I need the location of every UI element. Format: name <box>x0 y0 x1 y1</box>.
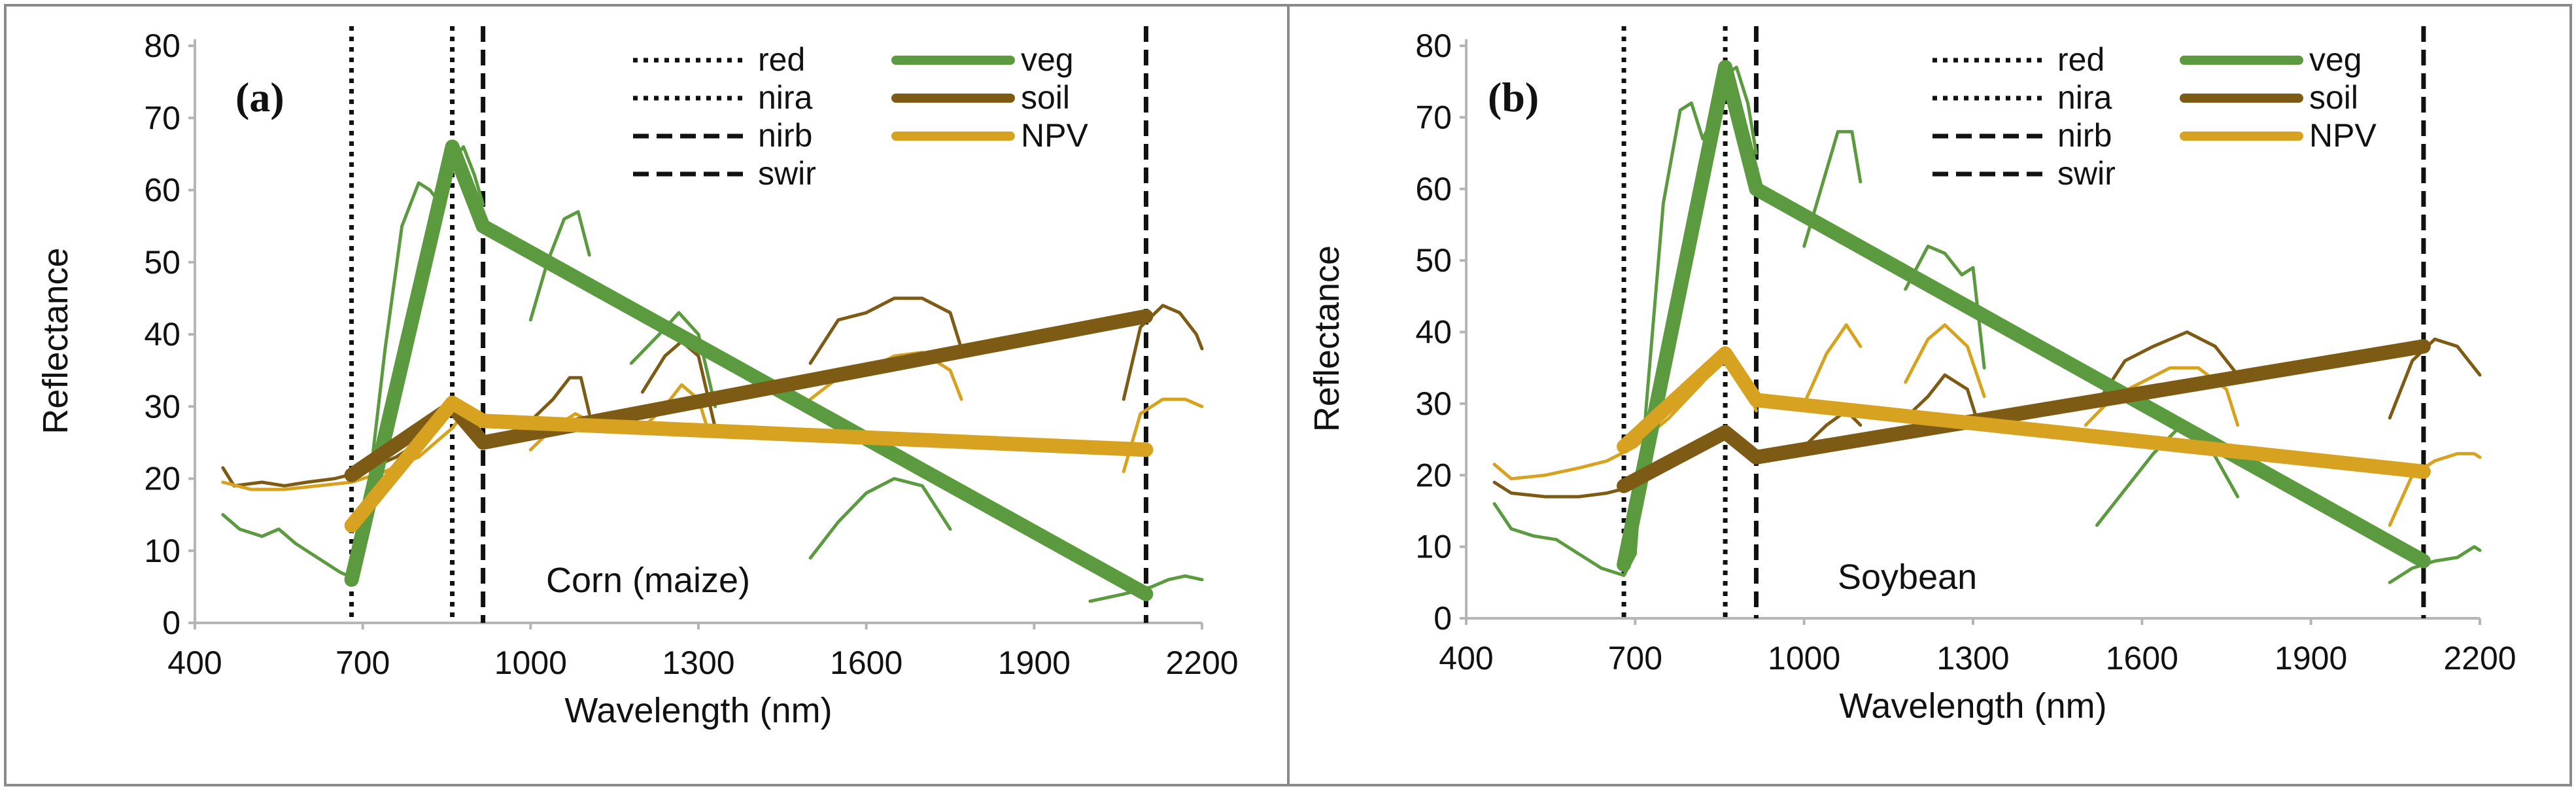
spectrum-npv-segment <box>2388 451 2482 527</box>
spectrum-soil-segment <box>528 376 591 423</box>
panel-label: (b) <box>1488 74 1539 120</box>
fit-line-veg <box>1617 60 2431 572</box>
y-tick-label: 80 <box>144 27 180 64</box>
spectrum-veg-segment <box>1088 574 1204 603</box>
spectrum-soil-segment <box>1122 304 1204 401</box>
x-tick-label: 1300 <box>1936 640 2009 677</box>
legend-label-soil: soil <box>2309 79 2358 116</box>
y-tick-label: 40 <box>144 316 180 353</box>
spectrum-veg-segment <box>808 477 952 560</box>
y-tick-label: 0 <box>162 605 180 641</box>
spectrum-soil-segment <box>2095 330 2240 406</box>
y-tick-label: 60 <box>144 172 180 209</box>
spectrum-veg-segment <box>1904 244 1986 370</box>
y-axis-title: Reflectance <box>36 247 75 434</box>
legend-label-nirb: nirb <box>758 117 812 154</box>
spectrum-soil-segment <box>808 296 963 365</box>
legend-label-veg: veg <box>1021 41 1074 78</box>
y-tick-label: 30 <box>1415 385 1452 422</box>
y-tick-label: 10 <box>1415 529 1452 565</box>
spectrum-veg-segment <box>2388 545 2482 584</box>
y-axis-title: Reflectance <box>1307 245 1347 432</box>
fit-line-npv <box>344 395 1154 533</box>
legend-label-nira: nira <box>2057 79 2112 116</box>
x-tick-label: 1000 <box>1768 640 1840 677</box>
crop-label: Soybean <box>1838 557 1977 597</box>
spectrum-npv-segment <box>1122 397 1204 473</box>
legend-label-nirb: nirb <box>2057 117 2112 154</box>
x-axis-title: Wavelength (nm) <box>564 691 832 730</box>
panel-label: (a) <box>235 74 284 120</box>
y-tick-label: 20 <box>144 461 180 497</box>
legend-label-npv: NPV <box>1021 117 1088 154</box>
fit-line-veg <box>344 139 1154 601</box>
x-tick-label: 1900 <box>2275 640 2347 677</box>
x-tick-label: 400 <box>1439 640 1493 677</box>
fit-line-npv <box>1617 346 2431 479</box>
x-tick-label: 1600 <box>2106 640 2178 677</box>
chart-panel-b: 0 10 20 30 40 50 60 70 80 400 700 1000 1300 1600 1900 2… <box>1307 26 2516 726</box>
y-tick-label: 50 <box>144 244 180 281</box>
spectrum-npv-segment <box>1802 323 1863 406</box>
spectrum-npv-segment <box>1904 323 1986 398</box>
y-tick-label: 10 <box>144 533 180 569</box>
x-axis-title: Wavelength (nm) <box>1839 686 2106 726</box>
x-tick-label: 2200 <box>2443 640 2516 677</box>
x-tick-label: 1000 <box>494 644 567 681</box>
x-tick-label: 700 <box>335 644 390 681</box>
x-tick-label: 700 <box>1608 640 1662 677</box>
panel-frame-b <box>1287 4 2572 786</box>
y-tick-label: 30 <box>144 388 180 425</box>
legend-label-swir: swir <box>2057 155 2116 192</box>
legend-label-swir: swir <box>758 155 816 192</box>
legend-label-red: red <box>2057 41 2104 78</box>
legend-label-npv: NPV <box>2309 117 2377 154</box>
x-tick-label: 1300 <box>662 644 734 681</box>
x-tick-label: 400 <box>167 644 222 681</box>
legend-label-soil: soil <box>1021 79 1070 116</box>
spectrum-soil-segment <box>1904 373 1981 427</box>
legend-label-red: red <box>758 41 805 78</box>
x-tick-label: 2200 <box>1165 644 1238 681</box>
y-tick-label: 70 <box>144 99 180 136</box>
y-tick-label: 70 <box>1415 99 1452 135</box>
spectrum-veg-segment <box>629 311 717 408</box>
fit-line-soil <box>344 309 1154 482</box>
fit-line-soil <box>1617 339 2431 493</box>
y-tick-label: 20 <box>1415 457 1452 493</box>
y-tick-label: 50 <box>1415 242 1452 279</box>
x-tick-label: 1600 <box>830 644 902 681</box>
spectrum-soil-segment <box>1802 409 1863 448</box>
chart-panel-a: 0 10 20 30 40 50 60 70 80 400 700 1000 1300 1600 1900 2… <box>36 26 1239 730</box>
spectrum-veg-segment <box>1802 130 1863 248</box>
y-tick-label: 80 <box>1415 27 1452 64</box>
y-tick-label: 60 <box>1415 171 1452 207</box>
legend-label-nira: nira <box>758 79 813 116</box>
crop-label: Corn (maize) <box>546 561 750 600</box>
x-tick-label: 1900 <box>998 644 1071 681</box>
y-tick-label: 0 <box>1434 600 1452 637</box>
spectrum-soil-segment <box>2388 337 2482 420</box>
legend-label-veg: veg <box>2309 41 2362 78</box>
spectrum-veg-segment <box>528 210 591 322</box>
y-tick-label: 40 <box>1415 314 1452 351</box>
